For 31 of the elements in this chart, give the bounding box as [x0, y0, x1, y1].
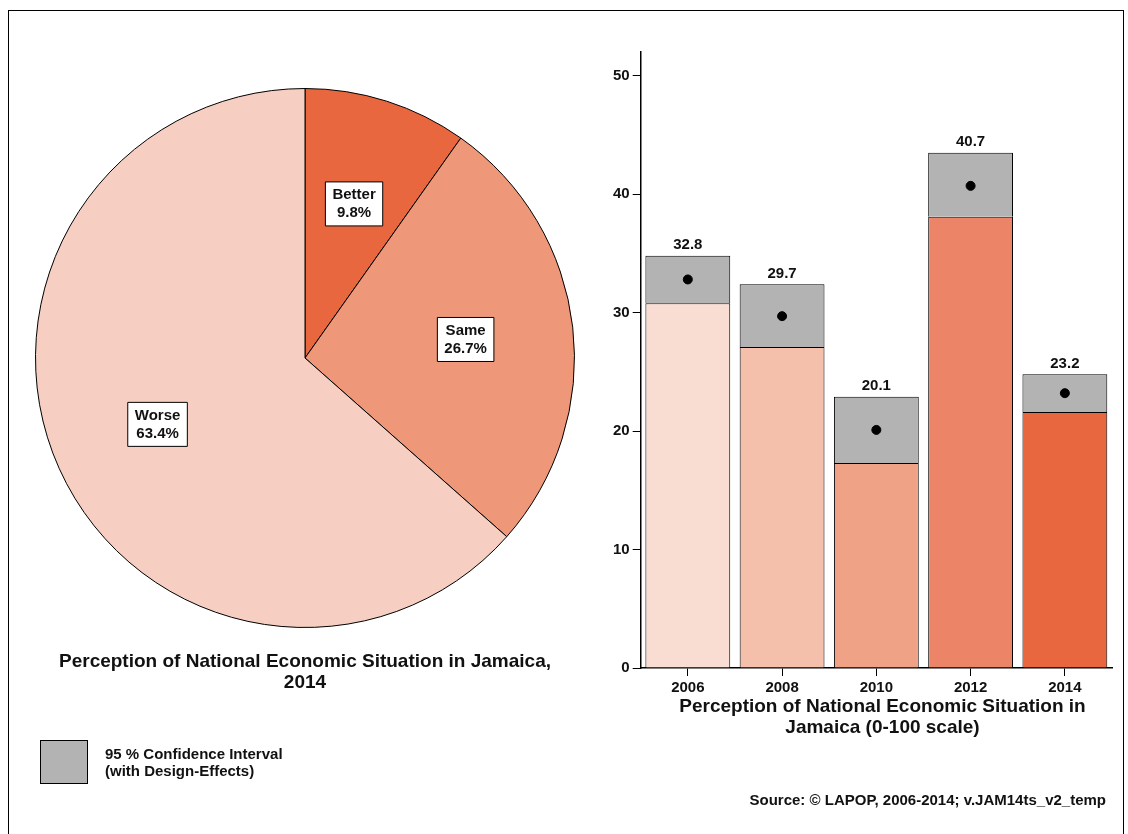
x-tick-label: 2014 [1048, 678, 1083, 696]
data-label: 63.4% [136, 423, 179, 441]
y-tick-label: 0 [621, 658, 630, 676]
point [1059, 388, 1070, 399]
data-label: 23.2 [1050, 353, 1080, 371]
point [777, 311, 788, 322]
slice-label: Worse [134, 405, 181, 423]
y-tick-label: 40 [613, 184, 630, 202]
text: Perception of National Economic Situation in Jamaica (0-100 scale) [678, 695, 1087, 737]
y-tick-label: 20 [613, 421, 630, 439]
x-tick-label: 2008 [765, 678, 799, 696]
source-note: Source: © LAPOP, 2006-2014; v.JAM14ts_v2_temp [749, 791, 1106, 808]
slice-label: Better [332, 185, 376, 203]
x-tick-label: 2010 [859, 678, 894, 696]
text: 95 % Confidence Interval (with Design-Effects) [105, 745, 283, 779]
x-tick-label: 2012 [953, 678, 988, 696]
data-label: 32.8 [673, 235, 703, 253]
text: Perception of National Economic Situation in Jamaica, 2014 [58, 650, 552, 692]
point [871, 424, 882, 435]
data-label: 9.8% [336, 203, 372, 221]
slice-label: Same [445, 320, 486, 338]
y-tick-label: 10 [613, 539, 630, 557]
y-tick-label: 50 [613, 65, 630, 83]
data-label: 40.7 [956, 132, 986, 150]
point [682, 274, 693, 285]
data-label: 29.7 [767, 263, 797, 281]
data-label: 20.1 [861, 376, 891, 394]
point [965, 180, 976, 191]
y-tick-label: 30 [613, 302, 630, 320]
x-tick-label: 2006 [671, 678, 705, 696]
data-label: 26.7% [444, 338, 487, 356]
